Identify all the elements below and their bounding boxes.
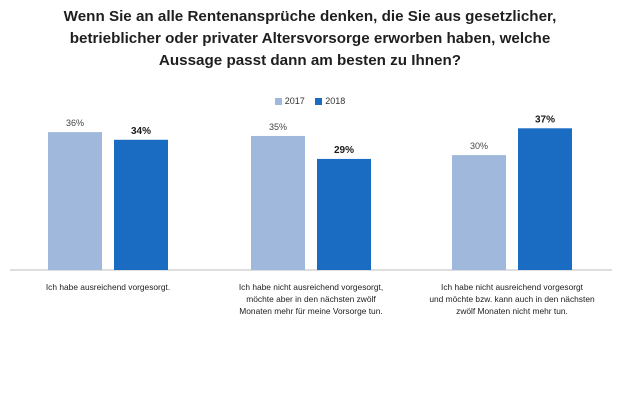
category-label-2-line-1: Ich habe nicht ausreichend vorgesorgt,: [238, 282, 384, 292]
data-label-2017-cat3: 30%: [470, 141, 488, 151]
category-label-1: Ich habe ausreichend vorgesorgt.: [13, 281, 203, 293]
legend-item-2017: 2017: [274, 96, 305, 106]
data-label-2017-cat1: 36%: [66, 118, 84, 128]
category-label-2: Ich habe nicht ausreichend vorgesorgt, mö…: [216, 281, 406, 317]
data-label-2017-cat2: 35%: [269, 122, 287, 132]
legend-label-2017: 2017: [284, 96, 305, 106]
data-label-2018-cat1: 34%: [131, 126, 151, 137]
category-label-3-line-2: und möchte bzw. kann auch in den nächste…: [429, 294, 595, 304]
data-label-2018-cat3: 37%: [535, 114, 555, 125]
category-label-1-line-1: Ich habe ausreichend vorgesorgt.: [45, 282, 171, 292]
chart-title-line-3: Aussage passt dann am besten zu Ihnen?: [158, 52, 462, 69]
legend-label-2018: 2018: [325, 96, 346, 106]
category-label-3-line-3: zwölf Monaten nicht mehr tun.: [456, 306, 568, 316]
legend-swatch-2017: [274, 97, 282, 105]
bar-2017-cat3: [452, 155, 506, 270]
category-label-3: Ich habe nicht ausreichend vorgesorgt und…: [417, 281, 607, 317]
category-label-2-line-2: möchte aber in den nächsten zwölf: [246, 294, 376, 304]
bar-2018-cat2: [317, 158, 371, 270]
bar-2018-cat1: [114, 139, 168, 270]
chart-title: Wenn Sie an alle Rentenansprüche denken,…: [10, 6, 610, 72]
bar-2018-cat3: [518, 128, 572, 270]
chart-title-line-1: Wenn Sie an alle Rentenansprüche denken,…: [63, 8, 557, 25]
chart-legend: 2017 2018: [0, 96, 620, 107]
category-label-2-line-3: Monaten mehr für meine Vorsorge tun.: [239, 306, 383, 316]
bar-2017-cat2: [251, 135, 305, 270]
data-label-2018-cat2: 29%: [334, 145, 354, 156]
bar-2017-cat1: [48, 132, 102, 270]
legend-swatch-2018: [315, 97, 323, 105]
category-label-3-line-1: Ich habe nicht ausreichend vorgesorgt: [441, 282, 583, 292]
chart-title-line-2: betrieblicher oder privater Altersvorsor…: [69, 30, 551, 47]
legend-item-2018: 2018: [315, 96, 345, 106]
